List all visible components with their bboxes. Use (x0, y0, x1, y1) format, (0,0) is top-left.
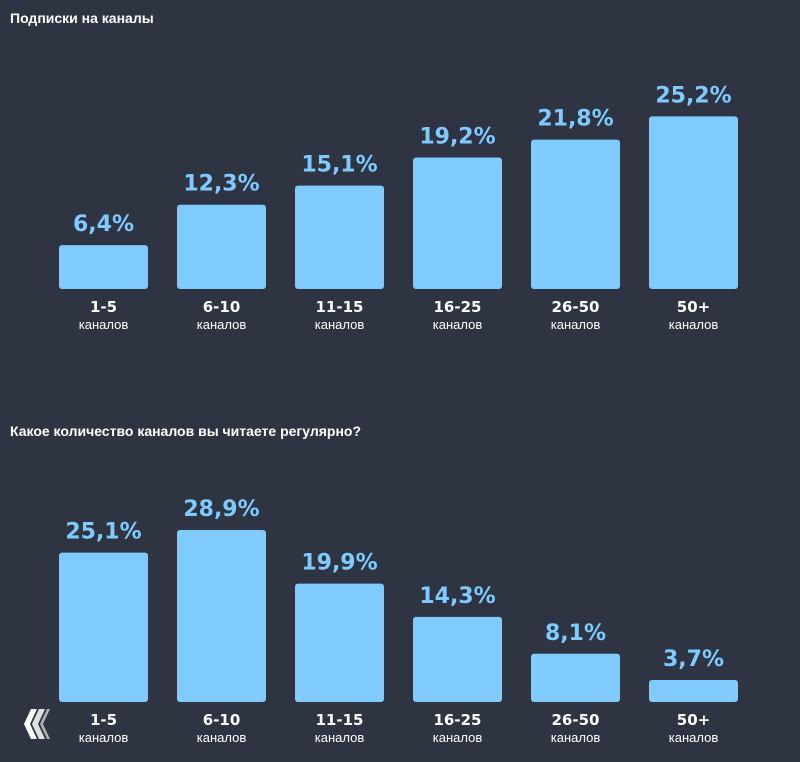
chart-2-category-label: 1-5 (90, 711, 117, 729)
chart-2-category-label: 6-10 (203, 711, 241, 729)
chart-1-unit-label: каналов (197, 317, 247, 332)
chart-1-unit-label: каналов (79, 317, 129, 332)
chart-1-category-label: 1-5 (90, 298, 117, 316)
chart-1-bar-16-25 (413, 157, 502, 289)
chart-1-category-label: 16-25 (434, 298, 482, 316)
chart-2-value-label: 19,9% (301, 551, 377, 576)
chart-1-value-label: 12,3% (183, 172, 259, 197)
chart-2-value-label: 25,1% (65, 520, 141, 545)
chart-1-category-label: 6-10 (203, 298, 241, 316)
chart-1-bar-26-50 (531, 139, 620, 289)
chart-1-unit-label: каналов (669, 317, 719, 332)
chart-2-category-label: 50+ (677, 711, 710, 729)
chart-2-unit-label: каналов (551, 730, 601, 745)
chart-2-unit-label: каналов (315, 730, 365, 745)
chart-2-unit-label: каналов (669, 730, 719, 745)
chart-1-category-label: 50+ (677, 298, 710, 316)
chart-2-unit-label: каналов (79, 730, 129, 745)
chart-2-unit-label: каналов (433, 730, 483, 745)
chart-1-value-label: 6,4% (73, 212, 134, 237)
chart-1-value-label: 21,8% (537, 107, 613, 132)
chart-1-title: Подписки на каналы (10, 10, 154, 26)
chart-2-bar-11-15 (295, 583, 384, 702)
chart-1-bar-1-5 (59, 245, 148, 289)
chart-2-unit-label: каналов (197, 730, 247, 745)
chart-2-bar-50+ (649, 679, 738, 702)
chart-2-value-label: 14,3% (419, 584, 495, 609)
chart-1-bar-6-10 (177, 204, 266, 289)
chart-2-value-label: 8,1% (545, 621, 606, 646)
chart-1-unit-label: каналов (315, 317, 365, 332)
chart-2-category-label: 26-50 (552, 711, 600, 729)
chart-2-bar-1-5 (59, 552, 148, 702)
chart-2-category-label: 11-15 (316, 711, 364, 729)
chart-2-bar-6-10 (177, 530, 266, 702)
chart-1-value-label: 25,2% (655, 83, 731, 108)
chart-1-category-label: 26-50 (552, 298, 600, 316)
chart-2-category-label: 16-25 (434, 711, 482, 729)
chart-1-unit-label: каналов (433, 317, 483, 332)
chart-2-bar-16-25 (413, 616, 502, 702)
chart-1-value-label: 15,1% (301, 153, 377, 178)
diamond-logo-icon (24, 709, 50, 739)
chart-2-value-label: 3,7% (663, 647, 724, 672)
chart-2-title: Какое количество каналов вы читаете регу… (10, 423, 362, 439)
chart-2-bar-26-50 (531, 653, 620, 702)
chart-2-value-label: 28,9% (183, 497, 259, 522)
chart-1-value-label: 19,2% (419, 124, 495, 149)
chart-1-bar-50+ (649, 116, 738, 289)
chart-1-bar-11-15 (295, 185, 384, 289)
chart-1-category-label: 11-15 (316, 298, 364, 316)
chart-1-bars: 6,4%1-5каналов12,3%6-10каналов15,1%11-15… (59, 83, 738, 332)
chart-1-unit-label: каналов (551, 317, 601, 332)
